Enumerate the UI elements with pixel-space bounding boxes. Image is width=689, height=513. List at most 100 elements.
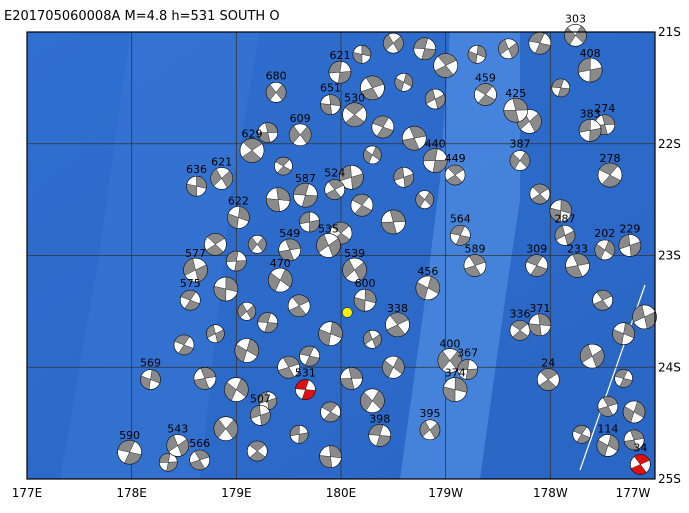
focal-mechanism	[274, 156, 293, 176]
focal-mechanism	[179, 289, 201, 311]
focal-mechanism	[393, 166, 415, 188]
ball-quadrant	[351, 194, 372, 217]
focal-mechanism	[339, 164, 364, 190]
ball-quadrant	[442, 377, 468, 402]
focal-mechanism	[340, 367, 363, 390]
focal-mechanism	[257, 122, 279, 143]
ball-quadrant	[612, 322, 635, 345]
ball-quadrant	[475, 83, 496, 106]
focal-mechanism	[437, 348, 463, 373]
focal-mechanism	[320, 94, 341, 115]
ball-quadrant	[205, 233, 225, 256]
ball-quadrant	[166, 434, 189, 456]
focal-mechanism	[213, 416, 239, 442]
lon-tick-label: 179E	[221, 486, 252, 500]
depth-label: 398	[369, 412, 390, 425]
focal-mechanism	[564, 24, 587, 47]
focal-mechanism	[498, 38, 519, 60]
focal-mechanism	[457, 359, 478, 380]
ball-quadrant	[498, 39, 519, 59]
focal-mechanism	[173, 334, 195, 356]
focal-mechanism	[247, 235, 267, 254]
focal-mechanism	[592, 289, 613, 311]
ball-quadrant	[467, 45, 487, 64]
focal-mechanism	[385, 312, 410, 338]
depth-label: 600	[355, 277, 376, 290]
ball-quadrant	[226, 250, 247, 272]
lon-tick-label: 180E	[326, 486, 357, 500]
focal-mechanism	[450, 225, 471, 246]
focal-mechanism	[463, 254, 487, 277]
ball-quadrant	[352, 45, 372, 64]
frame	[26, 31, 656, 480]
lat-tick-label: 23S	[658, 249, 681, 263]
ball-quadrant	[598, 396, 618, 417]
depth-label: 587	[295, 172, 316, 185]
ball-quadrant	[237, 303, 256, 320]
ball-quadrant	[241, 138, 263, 163]
depth-label: 459	[475, 72, 496, 85]
focal-mechanism	[293, 182, 318, 208]
focal-mechanism	[159, 452, 178, 472]
ball-quadrant	[599, 162, 621, 188]
focal-mechanism	[528, 31, 552, 55]
ball-quadrant	[503, 98, 529, 123]
depth-label: 233	[567, 243, 588, 256]
ball-quadrant	[549, 199, 572, 223]
ball-quadrant	[325, 179, 344, 200]
focal-mechanism	[265, 187, 291, 212]
focal-mechanism	[226, 250, 247, 272]
ball-quadrant	[319, 445, 342, 468]
focal-mechanism	[549, 199, 573, 223]
ball-quadrant	[594, 240, 615, 260]
ball-quadrant	[344, 102, 365, 127]
ball-quadrant	[183, 258, 208, 282]
focal-mechanism	[140, 369, 161, 390]
focal-mechanism	[299, 345, 320, 367]
ball-quadrant	[457, 359, 478, 380]
focal-mechanism	[554, 225, 576, 246]
ball-quadrant	[419, 420, 441, 439]
depth-label: 507	[250, 392, 271, 405]
focal-mechanism	[415, 275, 441, 301]
lon-tick-label: 178E	[116, 486, 147, 500]
ball-quadrant	[573, 425, 591, 444]
focal-mechanism	[503, 97, 529, 123]
ball-quadrant	[437, 350, 463, 371]
depth-label: 566	[189, 437, 210, 450]
focal-mechanism	[467, 45, 487, 64]
focal-mechanism	[267, 267, 293, 293]
focal-mechanism	[320, 401, 341, 423]
depth-label: 367	[457, 346, 478, 359]
focal-mechanism	[422, 148, 448, 173]
ball-quadrant	[234, 338, 259, 363]
focal-mechanism	[246, 440, 268, 462]
ball-quadrant	[393, 167, 414, 188]
ball-quadrant	[266, 187, 291, 212]
depth-label: 621	[329, 49, 350, 62]
focal-mechanism	[381, 209, 406, 235]
ball-quadrant	[415, 191, 434, 208]
ball-quadrant	[413, 37, 436, 60]
depth-label: 577	[185, 247, 206, 260]
ball-quadrant	[186, 175, 207, 197]
ball-quadrant	[342, 259, 367, 281]
lat-tick-label: 25S	[658, 472, 681, 486]
focal-mechanism	[278, 238, 302, 262]
focal-mechanism	[227, 206, 250, 229]
ball-quadrant	[316, 234, 341, 257]
focal-mechanism	[342, 257, 367, 283]
focal-mechanism	[597, 396, 619, 417]
depth-label: 530	[344, 92, 365, 105]
depth-label: 408	[580, 47, 601, 60]
ball-quadrant	[321, 401, 340, 423]
depth-label: 374	[445, 367, 466, 380]
ball-quadrant	[618, 234, 641, 257]
focal-mechanism	[250, 405, 271, 426]
title: E201705060008A M=4.8 h=531 SOUTH O	[4, 9, 280, 24]
ball-quadrant	[257, 312, 278, 333]
focal-mechanism	[117, 439, 142, 465]
lat-tick-label: 22S	[658, 137, 681, 151]
depth-label: 456	[417, 265, 438, 278]
ball-quadrant	[363, 330, 382, 348]
